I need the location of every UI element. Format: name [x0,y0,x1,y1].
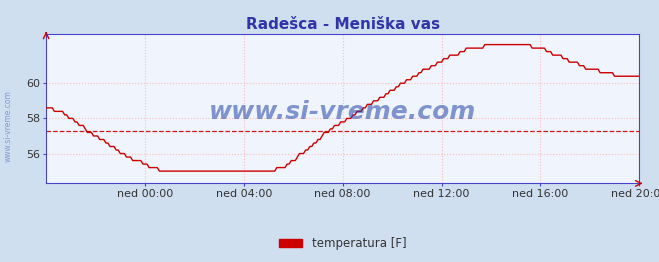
Title: Radešca - Meniška vas: Radešca - Meniška vas [246,17,440,31]
Text: www.si-vreme.com: www.si-vreme.com [4,90,13,162]
Legend: temperatura [F]: temperatura [F] [274,233,411,255]
Text: www.si-vreme.com: www.si-vreme.com [209,100,476,124]
